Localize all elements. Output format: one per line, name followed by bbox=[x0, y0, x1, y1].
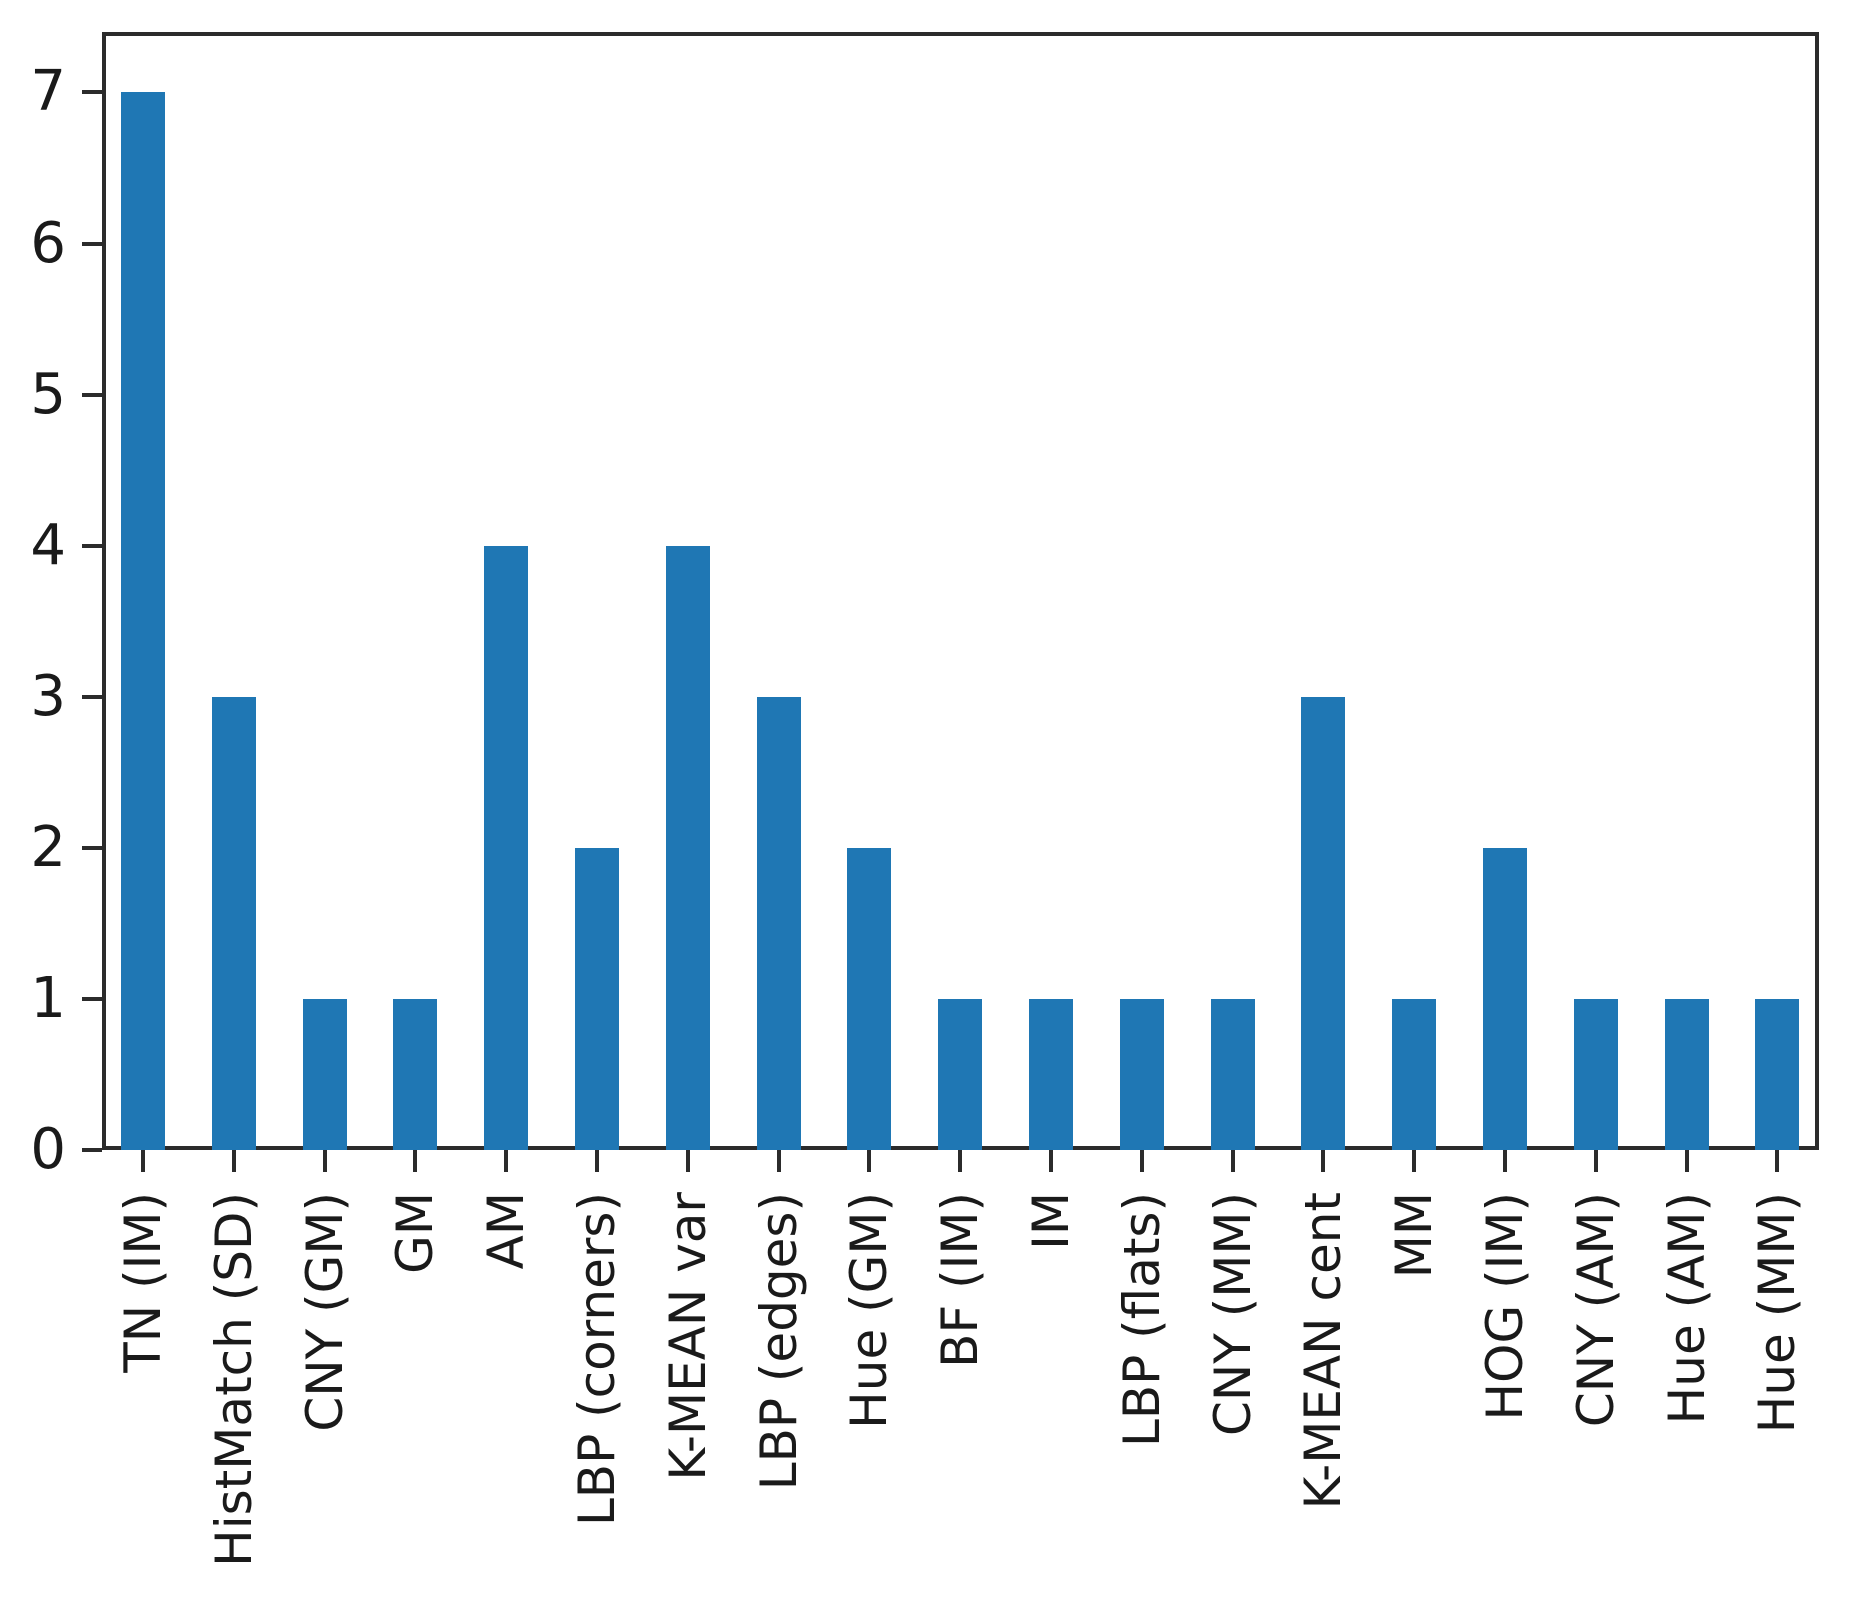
bar bbox=[1120, 999, 1164, 1150]
x-tick-label: MM bbox=[1385, 1192, 1443, 1279]
x-tick-mark bbox=[1775, 1150, 1779, 1172]
x-tick-label: Hue (MM) bbox=[1748, 1192, 1806, 1434]
x-tick-mark bbox=[958, 1150, 962, 1172]
bar bbox=[757, 697, 801, 1150]
y-tick-mark bbox=[82, 695, 102, 699]
x-tick-mark bbox=[595, 1150, 599, 1172]
x-tick-mark bbox=[1140, 1150, 1144, 1172]
y-tick-label: 6 bbox=[30, 211, 66, 276]
x-tick-mark bbox=[1685, 1150, 1689, 1172]
x-tick-mark bbox=[504, 1150, 508, 1172]
bar bbox=[1574, 999, 1618, 1150]
x-tick-mark bbox=[323, 1150, 327, 1172]
x-tick-mark bbox=[1049, 1150, 1053, 1172]
x-tick-mark bbox=[1594, 1150, 1598, 1172]
y-tick-label: 1 bbox=[30, 966, 66, 1031]
bar bbox=[1483, 848, 1527, 1150]
x-tick-label: K-MEAN var bbox=[659, 1192, 717, 1481]
bar bbox=[1211, 999, 1255, 1150]
x-tick-label: LBP (edges) bbox=[750, 1192, 808, 1491]
x-tick-label: CNY (MM) bbox=[1204, 1192, 1262, 1437]
bar bbox=[1755, 999, 1799, 1150]
x-tick-label: BF (IM) bbox=[931, 1192, 989, 1368]
x-tick-label: LBP (flats) bbox=[1113, 1192, 1171, 1448]
bar bbox=[666, 546, 710, 1150]
y-tick-label: 7 bbox=[30, 59, 66, 124]
bar bbox=[393, 999, 437, 1150]
x-tick-mark bbox=[1231, 1150, 1235, 1172]
y-tick-label: 0 bbox=[30, 1117, 66, 1182]
y-tick-mark bbox=[82, 90, 102, 94]
y-tick-mark bbox=[82, 393, 102, 397]
y-tick-label: 5 bbox=[30, 362, 66, 427]
bar bbox=[1392, 999, 1436, 1150]
x-tick-mark bbox=[1412, 1150, 1416, 1172]
x-tick-label: Hue (AM) bbox=[1658, 1192, 1716, 1425]
x-tick-mark bbox=[1321, 1150, 1325, 1172]
x-tick-label: K-MEAN cent bbox=[1294, 1192, 1352, 1510]
y-tick-label: 4 bbox=[30, 513, 66, 578]
plot-area bbox=[102, 32, 1819, 1150]
y-tick-mark bbox=[82, 242, 102, 246]
bar bbox=[1301, 697, 1345, 1150]
bar bbox=[847, 848, 891, 1150]
x-tick-label: HistMatch (SD) bbox=[205, 1192, 263, 1567]
x-tick-label: CNY (GM) bbox=[296, 1192, 354, 1432]
x-tick-label: Hue (GM) bbox=[840, 1192, 898, 1429]
y-tick-label: 2 bbox=[30, 815, 66, 880]
bar bbox=[484, 546, 528, 1150]
bar bbox=[1029, 999, 1073, 1150]
x-tick-label: AM bbox=[477, 1192, 535, 1270]
y-tick-mark bbox=[82, 997, 102, 1001]
bar bbox=[575, 848, 619, 1150]
bar bbox=[121, 92, 165, 1150]
x-tick-label: LBP (corners) bbox=[568, 1192, 626, 1527]
bar bbox=[212, 697, 256, 1150]
x-tick-label: GM bbox=[386, 1192, 444, 1274]
x-tick-label: HOG (IM) bbox=[1476, 1192, 1534, 1421]
x-tick-mark bbox=[777, 1150, 781, 1172]
x-tick-label: IM bbox=[1022, 1192, 1080, 1250]
y-tick-mark bbox=[82, 1148, 102, 1152]
x-tick-mark bbox=[413, 1150, 417, 1172]
x-tick-mark bbox=[867, 1150, 871, 1172]
y-tick-label: 3 bbox=[30, 664, 66, 729]
y-tick-mark bbox=[82, 846, 102, 850]
y-tick-mark bbox=[82, 544, 102, 548]
x-tick-mark bbox=[141, 1150, 145, 1172]
x-tick-mark bbox=[1503, 1150, 1507, 1172]
x-tick-label: TN (IM) bbox=[114, 1192, 172, 1373]
bar bbox=[303, 999, 347, 1150]
x-tick-mark bbox=[232, 1150, 236, 1172]
bar bbox=[938, 999, 982, 1150]
x-tick-label: CNY (AM) bbox=[1567, 1192, 1625, 1428]
bar bbox=[1665, 999, 1709, 1150]
x-tick-mark bbox=[686, 1150, 690, 1172]
